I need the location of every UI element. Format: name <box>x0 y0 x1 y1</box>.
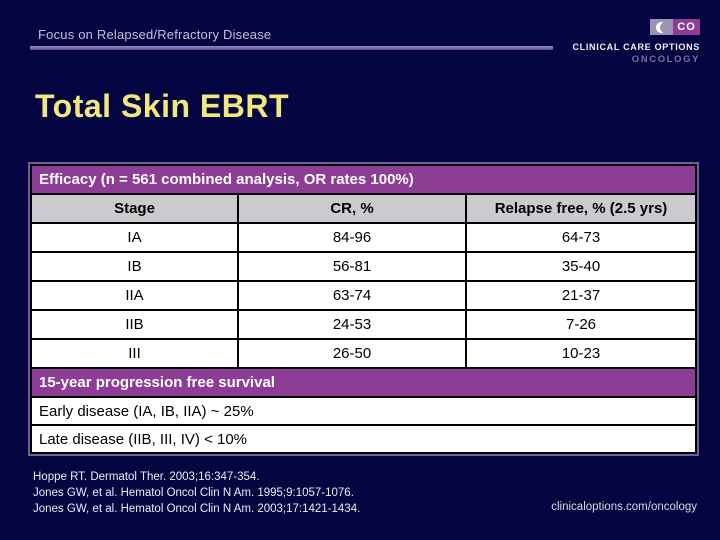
table-row: III 26-50 10-23 <box>32 340 695 369</box>
stage-cell: IB <box>32 253 239 280</box>
cr-cell: 56-81 <box>239 253 467 280</box>
cr-cell: 26-50 <box>239 340 467 367</box>
table-section-header-efficacy: Efficacy (n = 561 combined analysis, OR … <box>32 166 695 195</box>
slide-title: Total Skin EBRT <box>35 88 290 124</box>
reference-line: Jones GW, et al. Hematol Oncol Clin N Am… <box>33 487 354 499</box>
reference-line: Jones GW, et al. Hematol Oncol Clin N Am… <box>33 503 361 515</box>
stage-cell: III <box>32 340 239 367</box>
slide-eyebrow-text: Focus on Relapsed/Refractory Disease <box>38 27 272 42</box>
table-row: IIB 24-53 7-26 <box>32 311 695 340</box>
crescent-icon <box>650 19 673 35</box>
stage-cell: IA <box>32 224 239 251</box>
table-header-row: Stage CR, % Relapse free, % (2.5 yrs) <box>32 195 695 224</box>
relapse-free-cell: 7-26 <box>467 311 695 338</box>
logo-company-name: CLINICAL CARE OPTIONS <box>572 41 700 52</box>
table-row: IIA 63-74 21-37 <box>32 282 695 311</box>
reference-line: Hoppe RT. Dermatol Ther. 2003;16:347-354… <box>33 471 260 483</box>
logo-division-name: ONCOLOGY <box>631 53 700 65</box>
relapse-free-cell: 10-23 <box>467 340 695 367</box>
column-header-stage: Stage <box>32 195 239 222</box>
logo-co-monogram: CO <box>673 19 700 35</box>
stage-cell: IIA <box>32 282 239 309</box>
table-row-early-disease: Early disease (IA, IB, IIA) ~ 25% <box>32 398 695 426</box>
table-row: IA 84-96 64-73 <box>32 224 695 253</box>
footer-url: clinicaloptions.com/oncology <box>551 501 697 513</box>
cco-logo: CO CLINICAL CARE OPTIONS ONCOLOGY <box>572 19 700 65</box>
relapse-free-cell: 21-37 <box>467 282 695 309</box>
relapse-free-cell: 64-73 <box>467 224 695 251</box>
table-row: IB 56-81 35-40 <box>32 253 695 282</box>
cr-cell: 24-53 <box>239 311 467 338</box>
header-divider-rule <box>30 46 553 50</box>
stage-cell: IIB <box>32 311 239 338</box>
cr-cell: 63-74 <box>239 282 467 309</box>
table-row-late-disease: Late disease (IIB, III, IV) < 10% <box>32 426 695 452</box>
efficacy-table: Efficacy (n = 561 combined analysis, OR … <box>28 162 699 456</box>
table-section-header-survival: 15-year progression free survival <box>32 369 695 398</box>
cr-cell: 84-96 <box>239 224 467 251</box>
column-header-relapse-free: Relapse free, % (2.5 yrs) <box>467 195 695 222</box>
cco-logo-mark: CO <box>650 19 700 35</box>
references-block: Hoppe RT. Dermatol Ther. 2003;16:347-354… <box>33 469 360 517</box>
relapse-free-cell: 35-40 <box>467 253 695 280</box>
column-header-cr: CR, % <box>239 195 467 222</box>
